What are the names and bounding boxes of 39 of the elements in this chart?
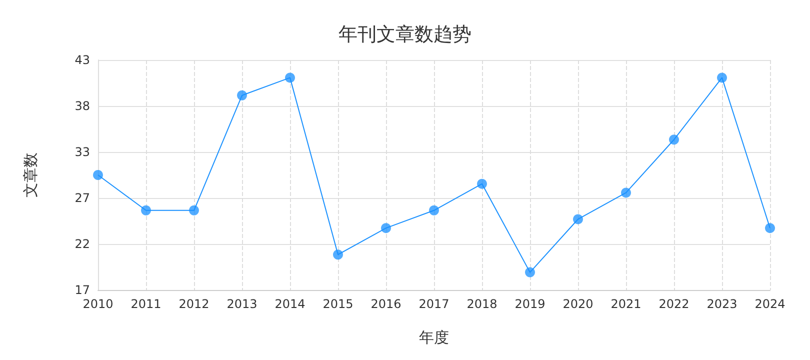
- x-tick-label: 2023: [706, 297, 738, 311]
- point: [429, 205, 439, 216]
- x-tick-label: 2014: [274, 297, 306, 311]
- x-tick-label: 2017: [418, 297, 450, 311]
- point: [285, 72, 295, 83]
- chart-title: 年刊文章数趋势: [338, 24, 472, 46]
- x-tick-label: 2011: [130, 297, 162, 311]
- point: [93, 170, 103, 180]
- x-tick-label: 2010: [82, 297, 114, 311]
- x-tick-label: 2021: [610, 297, 642, 311]
- y-tick-label: 38: [74, 99, 90, 113]
- x-tick-label: 2019: [514, 297, 546, 311]
- point: [717, 72, 727, 83]
- x-tick-label: 2024: [754, 297, 786, 311]
- point: [573, 214, 583, 224]
- point: [141, 205, 151, 216]
- point: [333, 250, 343, 260]
- y-tick-label: 17: [74, 283, 90, 297]
- point: [621, 188, 631, 198]
- point: [765, 223, 775, 234]
- y-tick-label: 43: [74, 53, 90, 67]
- x-tick-label: 2018: [466, 297, 498, 311]
- point: [525, 267, 535, 278]
- x-tick-label: 2016: [370, 297, 402, 311]
- x-tick-label: 2013: [226, 297, 258, 311]
- x-axis-title: 年度: [419, 328, 449, 346]
- y-tick-label: 22: [74, 237, 90, 251]
- y-tick-label: 33: [74, 145, 90, 159]
- point: [237, 90, 247, 100]
- x-tick-label: 2015: [322, 297, 354, 311]
- point: [669, 134, 679, 145]
- y-tick-label: 27: [74, 191, 90, 205]
- x-tick-label: 2022: [658, 297, 690, 311]
- point: [477, 178, 487, 189]
- x-tick-label: 2012: [178, 297, 210, 311]
- x-tick-label: 2020: [562, 297, 594, 311]
- point: [381, 223, 391, 234]
- point: [189, 205, 199, 216]
- y-axis-title: 文章数: [22, 152, 40, 198]
